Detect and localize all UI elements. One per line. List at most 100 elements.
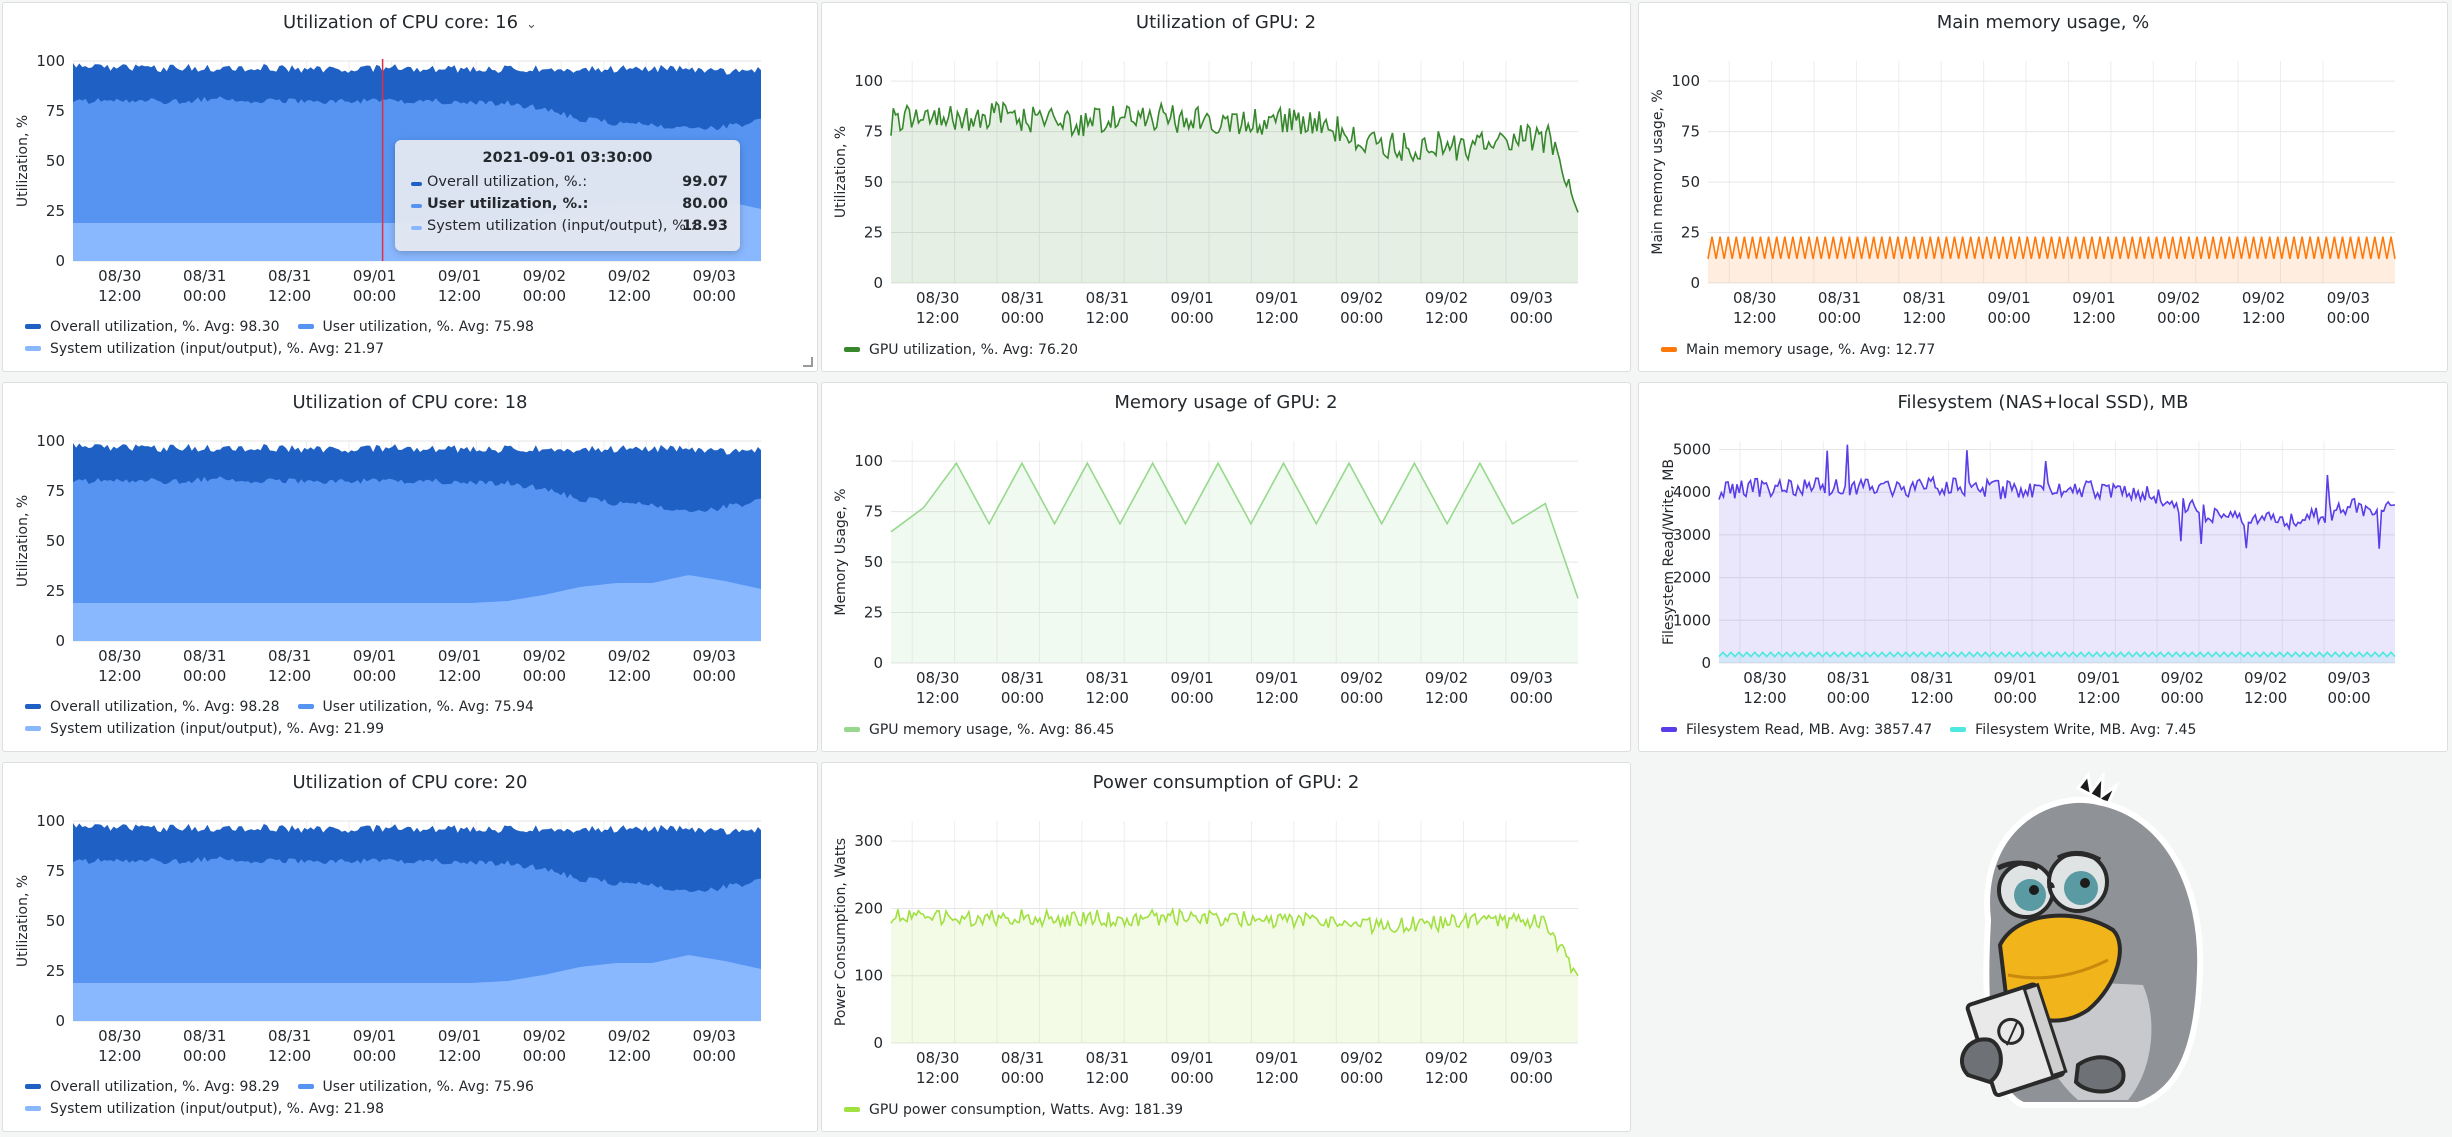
y-axis-label: Utilization, % — [15, 115, 31, 207]
x-tick-label: 00:00 — [1340, 309, 1383, 327]
legend-label: GPU power consumption, Watts. Avg: 181.3… — [869, 1102, 1184, 1118]
x-tick-label: 08/30 — [1733, 289, 1776, 307]
legend-item[interactable]: System utilization (input/output), %. Av… — [25, 338, 384, 360]
legend-label: User utilization, %. Avg: 75.98 — [322, 319, 534, 335]
x-tick-label: 00:00 — [1170, 1069, 1213, 1087]
y-tick-label: 50 — [1681, 173, 1700, 191]
panel-cpu-core-16[interactable]: Utilization of CPU core: 16 ⌄ 0 25 50 75 100 0… — [2, 2, 818, 372]
series-marker — [411, 204, 422, 208]
series-marker — [411, 226, 422, 230]
x-tick-label: 08/31 — [1001, 289, 1044, 307]
panel-title[interactable]: Utilization of CPU core: 20 — [292, 772, 528, 793]
chart-filesystem[interactable]: 0 1000 2000 3000 4000 5000 08/30 12:00 08/31 00:0… — [1639, 383, 2448, 713]
panel-cpu-core-18[interactable]: Utilization of CPU core: 18 0 25 50 75 100 08… — [2, 382, 818, 752]
panel-title[interactable]: Utilization of CPU core: 16 ⌄ — [283, 12, 537, 33]
y-axis-label: Power Consumption, Watts — [833, 838, 849, 1026]
legend: Filesystem Read, MB. Avg: 3857.47 Filesys… — [1661, 719, 2214, 741]
y-axis-label: Utilization, % — [833, 126, 849, 218]
panel-title[interactable]: Utilization of GPU: 2 — [1135, 12, 1317, 33]
panel-cpu-core-20[interactable]: Utilization of CPU core: 20 0 25 50 75 100 08… — [2, 762, 818, 1132]
legend-item[interactable]: System utilization (input/output), %. Av… — [25, 1098, 384, 1120]
legend-label: Filesystem Read, MB. Avg: 3857.47 — [1686, 722, 1933, 738]
legend-item[interactable]: GPU utilization, %. Avg: 76.20 — [844, 339, 1078, 361]
legend-item[interactable]: User utilization, %. Avg: 75.94 — [297, 696, 534, 718]
chart-main-memory[interactable]: 0 25 50 75 100 08/30 12:00 08/31 00:00 08/31 12:00… — [1639, 3, 2448, 333]
y-axis-label: Utilization, % — [15, 495, 31, 587]
legend-item[interactable]: GPU memory usage, %. Avg: 86.45 — [844, 719, 1114, 741]
x-tick-label: 12:00 — [438, 287, 481, 303]
chart-gpu-memory[interactable]: 0 25 50 75 100 08/30 12:00 08/31 00:00 08/31 12:00… — [822, 383, 1631, 713]
panel-filesystem[interactable]: Filesystem (NAS+local SSD), MB 0 1000 2000… — [1638, 382, 2448, 752]
panel-title[interactable]: Power consumption of GPU: 2 — [1092, 772, 1360, 793]
panel-title[interactable]: Filesystem (NAS+local SSD), MB — [1897, 392, 2189, 413]
x-tick-label: 09/01 — [1170, 669, 1213, 687]
x-tick-label: 09/01 — [1987, 289, 2030, 307]
legend-item[interactable]: GPU power consumption, Watts. Avg: 181.3… — [844, 1099, 1183, 1121]
x-tick-label: 08/31 — [183, 267, 226, 285]
legend-item[interactable]: User utilization, %. Avg: 75.98 — [297, 316, 534, 338]
chart-cpu20[interactable]: 0 25 50 75 100 08/30 12:00 08/31 00:00 08/31 12:00… — [3, 763, 818, 1063]
y-tick-label: 50 — [46, 532, 65, 550]
chart-cpu18[interactable]: 0 25 50 75 100 08/30 12:00 08/31 00:00 08/31 12:00… — [3, 383, 818, 683]
x-tick-label: 08/30 — [916, 289, 959, 307]
legend-label: Filesystem Write, MB. Avg: 7.45 — [1975, 722, 2197, 738]
chevron-down-icon[interactable]: ⌄ — [526, 17, 537, 32]
legend-item[interactable]: Overall utilization, %. Avg: 98.30 — [25, 316, 280, 338]
legend-label: Main memory usage, %. Avg: 12.77 — [1686, 342, 1936, 358]
legend-label: GPU utilization, %. Avg: 76.20 — [869, 342, 1079, 358]
legend-label: User utilization, %. Avg: 75.94 — [322, 699, 534, 715]
chart-gpu-power[interactable]: 0 100 200 300 08/30 12:00 08/31 00:00 08/31 12:00… — [822, 763, 1631, 1093]
legend: Overall utilization, %. Avg: 98.29 User u… — [25, 1076, 817, 1120]
panel-gpu-power[interactable]: Power consumption of GPU: 2 0 100 200 300 08… — [821, 762, 1631, 1132]
panel-title[interactable]: Main memory usage, % — [1936, 12, 2150, 33]
x-tick-label: 12:00 — [1425, 689, 1468, 707]
x-tick-label: 09/03 — [2327, 289, 2370, 307]
x-tick-label: 08/31 — [1086, 1049, 1129, 1067]
series-line — [890, 100, 1579, 213]
x-tick-label: 09/01 — [353, 267, 396, 285]
legend-item[interactable]: Filesystem Write, MB. Avg: 7.45 — [1950, 719, 2196, 741]
x-tick-label: 09/03 — [1510, 669, 1553, 687]
x-tick-label: 09/02 — [1425, 1049, 1468, 1067]
panel-title[interactable]: Memory usage of GPU: 2 — [1114, 392, 1338, 413]
x-tick-label: 12:00 — [268, 287, 311, 303]
y-tick-label: 2000 — [1673, 569, 1711, 587]
x-tick-label: 08/31 — [183, 1027, 226, 1045]
panel-gpu-memory[interactable]: Memory usage of GPU: 2 0 25 50 75 100 08/30 12… — [821, 382, 1631, 752]
x-tick-label: 09/01 — [1994, 669, 2037, 687]
legend-item[interactable]: Main memory usage, %. Avg: 12.77 — [1661, 339, 1935, 361]
x-tick-label: 08/30 — [98, 1027, 141, 1045]
chart-gpu-utilization[interactable]: 0 25 50 75 100 08/30 12:00 08/31 00:00 08/31 12:00… — [822, 3, 1631, 333]
x-tick-label: 09/02 — [1340, 289, 1383, 307]
panel-title[interactable]: Utilization of CPU core: 18 — [292, 392, 528, 413]
y-tick-label: 25 — [46, 582, 65, 600]
tooltip-row: Overall utilization, %.: 99.07 — [411, 174, 728, 194]
x-tick-label: 12:00 — [608, 1047, 651, 1063]
legend-item[interactable]: System utilization (input/output), %. Av… — [25, 718, 384, 740]
x-tick-label: 00:00 — [523, 1047, 566, 1063]
legend-swatch — [25, 725, 41, 731]
panel-main-memory[interactable]: Main memory usage, % 0 25 50 75 100 08/30 12:0… — [1638, 2, 2448, 372]
series-line — [1707, 236, 2396, 259]
x-tick-label: 00:00 — [2327, 309, 2370, 327]
x-tick-label: 00:00 — [1510, 309, 1553, 327]
x-tick-label: 09/02 — [1340, 1049, 1383, 1067]
resize-handle-icon[interactable] — [803, 357, 813, 367]
y-tick-label: 100 — [36, 52, 65, 70]
legend-item[interactable]: Filesystem Read, MB. Avg: 3857.47 — [1661, 719, 1932, 741]
x-tick-label: 12:00 — [608, 667, 651, 683]
x-tick-label: 12:00 — [1086, 1069, 1129, 1087]
x-tick-label: 00:00 — [2161, 689, 2204, 707]
y-tick-label: 4000 — [1673, 483, 1711, 501]
legend-item[interactable]: Overall utilization, %. Avg: 98.28 — [25, 696, 280, 718]
legend-label: System utilization (input/output), %. Av… — [50, 721, 384, 737]
legend-item[interactable]: User utilization, %. Avg: 75.96 — [297, 1076, 534, 1098]
legend-item[interactable]: Overall utilization, %. Avg: 98.29 — [25, 1076, 280, 1098]
x-tick-label: 00:00 — [1340, 689, 1383, 707]
x-tick-label: 00:00 — [353, 287, 396, 303]
x-tick-label: 12:00 — [438, 667, 481, 683]
x-tick-label: 08/30 — [98, 647, 141, 665]
panel-gpu-utilization[interactable]: Utilization of GPU: 2 0 25 50 75 100 08/30 12:… — [821, 2, 1631, 372]
x-tick-label: 09/01 — [1170, 289, 1213, 307]
x-tick-label: 12:00 — [1425, 309, 1468, 327]
